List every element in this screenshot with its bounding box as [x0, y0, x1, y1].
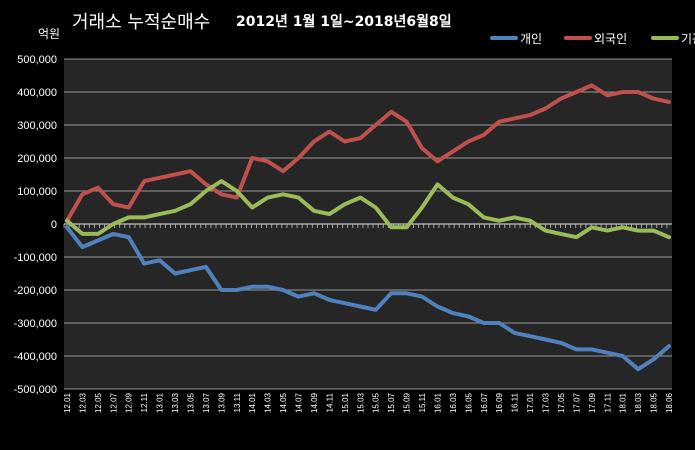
x-tick-label: 13.03 — [171, 392, 180, 413]
y-tick-label: 300,000 — [17, 120, 57, 132]
x-tick-label: 15.01 — [341, 392, 350, 413]
legend: 개인 외국인 기관 — [490, 32, 695, 46]
y-tick-label: -200,000 — [14, 285, 57, 297]
chart-title: 거래소 누적순매수 — [72, 12, 210, 33]
y-tick-label: 500,000 — [17, 54, 57, 66]
x-tick-label: 12.07 — [109, 392, 118, 413]
x-tick-label: 16.07 — [480, 392, 489, 413]
x-tick-label: 18.03 — [634, 392, 643, 413]
y-tick-label: -100,000 — [14, 252, 57, 264]
x-tick-label: 16.05 — [464, 392, 473, 413]
x-tick-label: 15.07 — [387, 392, 396, 413]
y-tick-label: 200,000 — [17, 153, 57, 165]
x-tick-label: 17.09 — [588, 392, 597, 413]
x-tick-label: 14.09 — [310, 392, 319, 413]
y-tick-label: -500,000 — [14, 384, 57, 396]
x-tick-label: 17.11 — [603, 392, 612, 412]
x-tick-label: 18.05 — [650, 392, 659, 413]
y-axis-unit-label: 억원 — [38, 27, 60, 41]
x-tick-label: 14.03 — [264, 392, 273, 413]
x-tick-label: 15.03 — [356, 392, 365, 413]
x-tick-label: 15.11 — [418, 392, 427, 412]
y-tick-label: 100,000 — [17, 186, 57, 198]
x-tick-label: 18.01 — [619, 392, 628, 413]
y-tick-label: 400,000 — [17, 87, 57, 99]
x-tick-label: 13.07 — [202, 392, 211, 413]
chart-subtitle: 2012년 1월 1일~2018년6월8일 — [236, 13, 452, 30]
y-tick-label: -300,000 — [14, 318, 57, 330]
x-tick-label: 13.05 — [186, 392, 195, 413]
x-tick-label: 16.01 — [433, 392, 442, 413]
x-tick-label: 14.01 — [248, 392, 257, 413]
x-tick-label: 15.05 — [372, 392, 381, 413]
y-tick-label: 0 — [51, 219, 57, 231]
x-tick-label: 17.01 — [526, 392, 535, 413]
x-tick-label: 14.11 — [325, 392, 334, 412]
x-tick-label: 13.01 — [156, 392, 165, 413]
legend-label: 기관 — [681, 32, 695, 46]
gridlines — [63, 58, 672, 390]
x-tick-label: 17.03 — [542, 392, 551, 413]
x-tick-label: 16.11 — [511, 392, 520, 412]
x-tick-label: 13.11 — [233, 392, 242, 412]
series-lines — [65, 83, 671, 372]
x-tick-label: 13.09 — [217, 392, 226, 413]
y-axis-ticks: 500,000 400,000 300,000 200,000 100,000 0 -100… — [14, 54, 57, 396]
x-tick-label: 14.07 — [295, 392, 304, 413]
legend-label: 개인 — [520, 32, 542, 46]
x-tick-label: 12.03 — [78, 392, 87, 413]
x-axis-ticks: 12.01 12.03 12.05 12.07 12.09 12.11 13.01 13.03… — [63, 392, 674, 413]
series-line-개인 — [65, 225, 671, 372]
x-tick-label: 12.01 — [63, 392, 72, 413]
x-tick-label: 15.09 — [403, 392, 412, 413]
x-tick-label: 12.11 — [140, 392, 149, 412]
x-tick-label: 18.06 — [665, 392, 674, 413]
y-tick-label: -400,000 — [14, 351, 57, 363]
x-tick-label: 16.03 — [449, 392, 458, 413]
series-line-기관 — [65, 179, 671, 240]
series-line-외국인 — [65, 83, 671, 223]
x-tick-label: 12.05 — [94, 392, 103, 413]
x-tick-label: 17.07 — [572, 392, 581, 413]
x-tick-label: 14.05 — [279, 392, 288, 413]
x-tick-label: 16.09 — [495, 392, 504, 413]
legend-label: 외국인 — [594, 32, 627, 46]
x-tick-label: 17.05 — [557, 392, 566, 413]
x-tick-label: 12.09 — [125, 392, 134, 413]
